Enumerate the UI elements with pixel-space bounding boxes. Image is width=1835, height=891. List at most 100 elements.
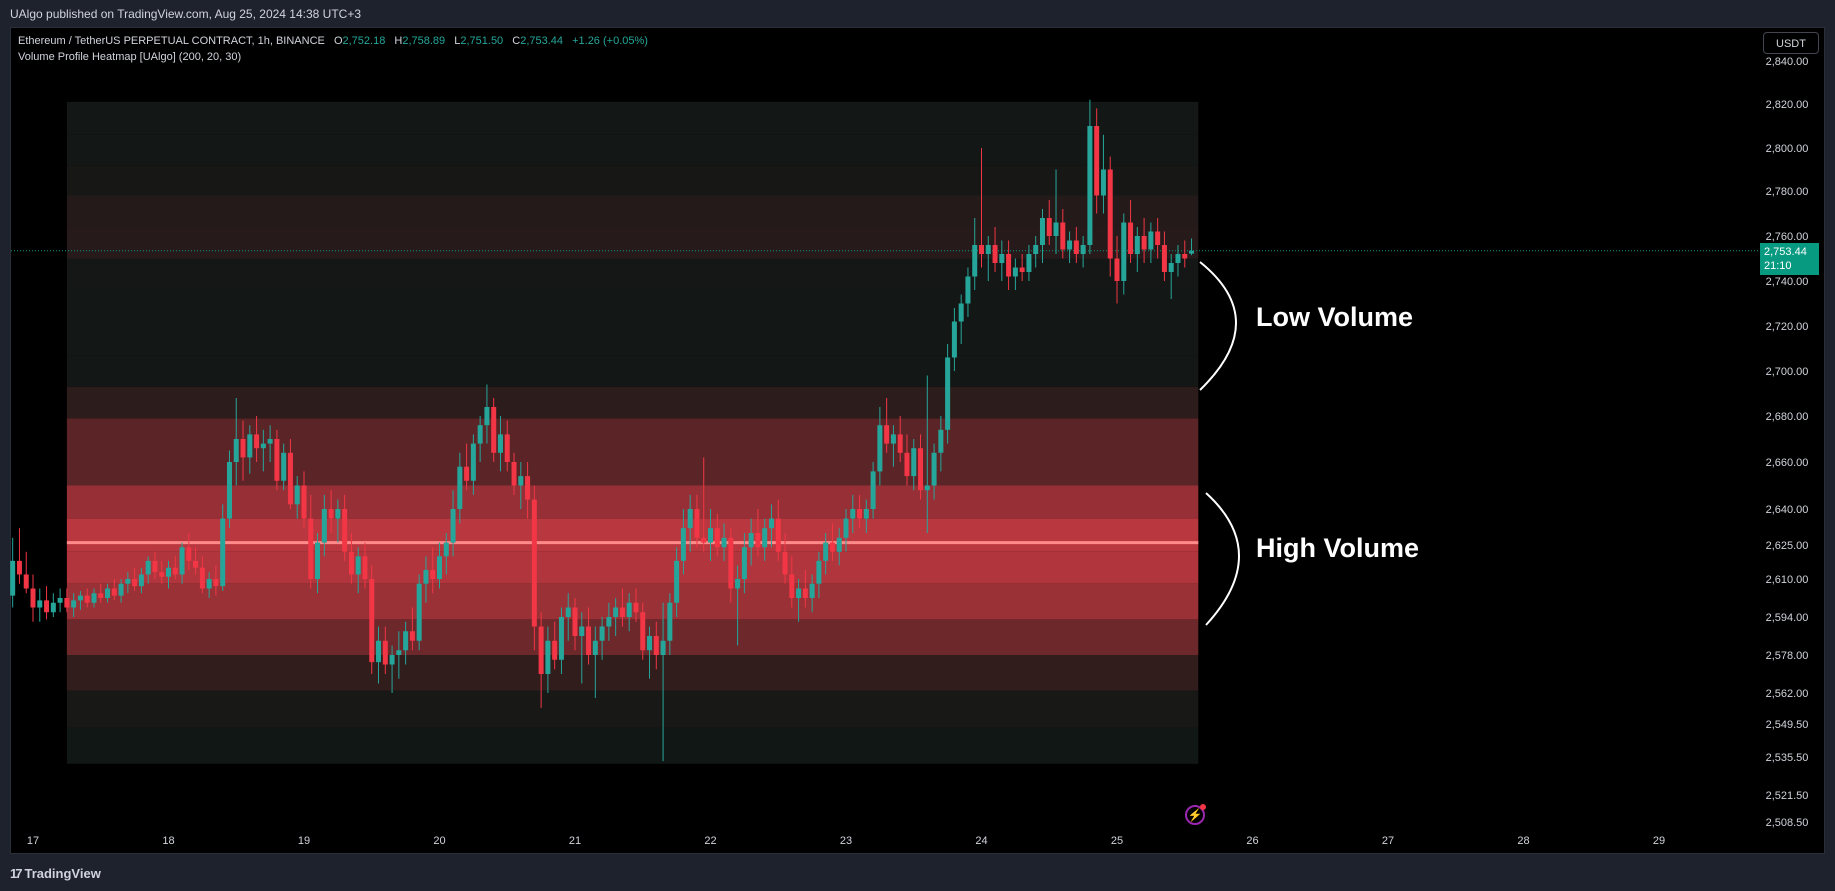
candle-72	[497, 416, 503, 472]
candle-body	[972, 245, 978, 277]
candle-81	[558, 607, 564, 674]
profile-row-19	[66, 101, 1199, 135]
candle-125	[857, 494, 863, 529]
candle-95	[653, 621, 659, 670]
candle-9	[71, 593, 77, 617]
time-tick-label: 29	[1653, 835, 1665, 847]
profile-row-4	[66, 583, 1199, 620]
tradingview-logo[interactable]: 17 TradingView	[10, 866, 101, 881]
candle-body	[1182, 254, 1188, 259]
candle-4	[37, 588, 43, 622]
candle-body	[287, 452, 293, 505]
high-volume-bracket	[1205, 492, 1240, 626]
candle-body	[23, 574, 29, 589]
price-tick-label: 2,578.00	[1766, 650, 1809, 662]
profile-row-0	[66, 727, 1199, 764]
candle-body	[450, 509, 456, 543]
candle-body	[545, 640, 551, 674]
candle-body	[586, 626, 592, 655]
candle-body	[714, 528, 720, 548]
candle-body	[1019, 267, 1025, 272]
candle-body	[633, 602, 639, 613]
candle-133	[911, 439, 917, 491]
candle-111	[762, 518, 768, 561]
candle-162	[1107, 156, 1113, 277]
candle-96	[660, 602, 666, 762]
candle-62	[430, 547, 436, 594]
candle-172	[1175, 245, 1181, 277]
profile-row-12	[66, 321, 1199, 356]
indicator-title[interactable]: Volume Profile Heatmap [UAlgo] (200, 20,…	[18, 51, 242, 63]
candle-60	[416, 574, 422, 651]
candle-body	[464, 466, 470, 481]
candle-30	[213, 565, 219, 596]
candle-body	[904, 452, 910, 477]
candle-body	[437, 556, 442, 579]
candle-body	[992, 245, 998, 263]
candle-122	[836, 528, 842, 566]
candle-body	[741, 547, 747, 579]
indicator-row[interactable]: Volume Profile Heatmap [UAlgo] (200, 20,…	[18, 51, 648, 67]
candle-body	[193, 560, 199, 568]
candle-body	[619, 607, 625, 617]
candle-136	[931, 443, 937, 500]
candle-body	[423, 569, 429, 584]
price-tick-label: 2,625.00	[1766, 540, 1809, 552]
candle-body	[647, 636, 653, 651]
candle-148	[1012, 258, 1018, 290]
high-label: H	[394, 35, 403, 47]
candle-89	[613, 598, 619, 636]
candle-body	[362, 556, 368, 579]
candle-body	[1100, 169, 1106, 196]
candle-37	[260, 429, 266, 472]
candle-body	[125, 579, 131, 584]
candle-body	[376, 640, 382, 663]
candle-8	[64, 588, 70, 613]
candle-141	[965, 267, 971, 317]
price-tick-label: 2,640.00	[1766, 504, 1809, 516]
profile-row-17	[66, 165, 1199, 196]
candle-113	[775, 499, 781, 561]
symbol-title[interactable]: Ethereum / TetherUS PERPETUAL CONTRACT, …	[18, 35, 325, 47]
candle-body	[945, 357, 951, 430]
candles	[10, 99, 1195, 762]
candle-body	[599, 626, 605, 641]
price-tick-label: 2,820.00	[1766, 99, 1809, 111]
candle-body	[829, 542, 835, 552]
candle-body	[260, 443, 266, 449]
candle-body	[958, 303, 964, 322]
currency-button[interactable]: USDT	[1763, 32, 1819, 54]
candle-body	[728, 537, 734, 589]
candle-body	[98, 593, 104, 598]
candle-body	[748, 533, 754, 548]
candle-body	[477, 425, 483, 444]
candle-body	[1080, 245, 1086, 254]
profile-row-2	[66, 655, 1199, 691]
candle-body	[281, 452, 287, 481]
candle-154	[1053, 169, 1059, 254]
time-tick-label: 21	[569, 835, 581, 847]
candle-112	[768, 504, 774, 548]
candle-body	[809, 583, 815, 598]
candle-body	[951, 321, 957, 358]
candle-body	[1046, 218, 1052, 236]
candle-body	[10, 560, 16, 596]
footer-bar: 17 TradingView	[0, 856, 1835, 891]
lightning-icon[interactable]: ⚡	[1185, 804, 1206, 825]
candle-body	[213, 579, 219, 587]
candle-body	[247, 434, 253, 458]
candle-body	[1012, 267, 1018, 277]
candle-33	[233, 398, 239, 486]
candle-42	[294, 476, 300, 519]
open-label: O	[333, 35, 343, 47]
candle-173	[1182, 240, 1188, 268]
candle-114	[782, 533, 788, 584]
candle-117	[802, 569, 808, 608]
candle-body	[1134, 236, 1140, 254]
time-axis: 17 18 19 20 21 22 23 24 25 26 27 28 29	[27, 835, 1665, 847]
candle-body	[308, 518, 314, 579]
candle-body	[938, 429, 944, 453]
candle-body	[497, 434, 503, 453]
candle-14	[105, 583, 111, 603]
